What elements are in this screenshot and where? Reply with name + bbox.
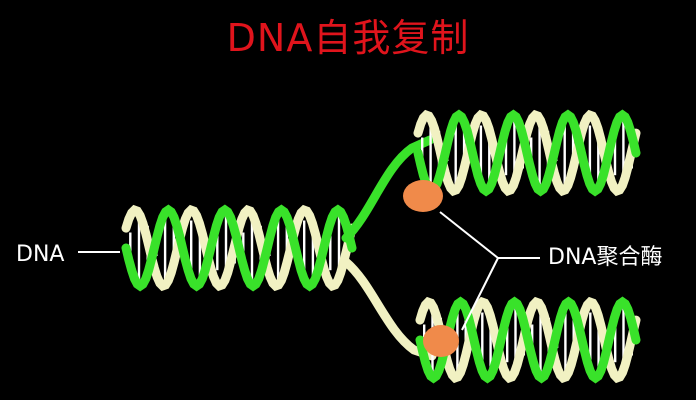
daughter-helix-top (413, 109, 641, 197)
bottom-daughter-strand-green (415, 296, 641, 384)
label-pointer-lines (78, 211, 540, 331)
polymerase-enzymes (403, 180, 459, 357)
polymerase-label: DNA聚合酶 (548, 245, 663, 270)
top-daughter-strand-cream (413, 109, 641, 197)
fork-strand-green (341, 135, 435, 243)
fork-strand-cream (341, 257, 437, 361)
parent-strand-cream (121, 204, 357, 292)
polymerase-enzyme-bottom (423, 325, 459, 357)
polymerase-enzyme-top (403, 180, 443, 212)
bottom-daughter-strand-cream (415, 296, 641, 384)
polymerase-pointer-bottom (461, 257, 499, 331)
replication-fork (341, 135, 437, 361)
top-daughter-strand-green (413, 109, 641, 197)
parent-dna-helix (121, 204, 357, 292)
page-title: DNA自我复制 (226, 16, 470, 60)
parent-strand-green (121, 204, 357, 292)
polymerase-pointer-top (439, 211, 499, 259)
dna-label: DNA (16, 242, 65, 267)
daughter-helix-bottom (415, 296, 641, 384)
